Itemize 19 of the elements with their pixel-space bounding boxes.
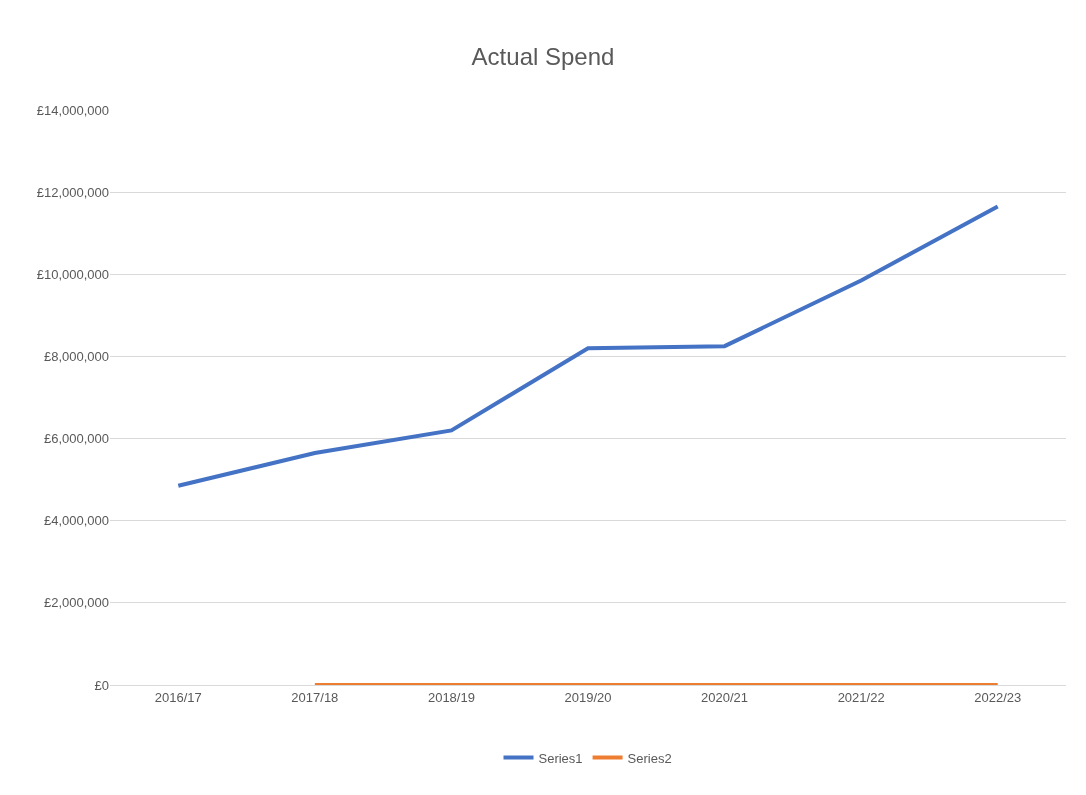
y-tick-label: £4,000,000: [43, 513, 109, 529]
legend-label: Series1: [538, 750, 583, 766]
x-tick-label: 2022/23: [974, 689, 1022, 705]
x-tick-label: 2018/19: [427, 689, 475, 705]
y-tick-label: £0: [94, 677, 109, 693]
x-tick-label: 2020/21: [701, 689, 749, 705]
y-tick-label: £8,000,000: [43, 348, 109, 364]
chart-title: Actual Spend: [471, 42, 615, 70]
y-tick-label: £10,000,000: [36, 266, 109, 282]
x-tick-label: 2021/22: [837, 689, 885, 705]
line-series: [176, 204, 1000, 488]
y-tick-label: £6,000,000: [43, 431, 109, 447]
x-tick-label: 2019/20: [564, 689, 612, 705]
y-tick-label: £14,000,000: [36, 102, 109, 118]
y-tick-label: £12,000,000: [36, 184, 109, 200]
y-tick-label: £2,000,000: [43, 595, 109, 611]
legend-label: Series2: [627, 750, 672, 766]
x-tick-label: 2016/17: [154, 689, 202, 705]
x-tick-label: 2017/18: [291, 689, 339, 705]
